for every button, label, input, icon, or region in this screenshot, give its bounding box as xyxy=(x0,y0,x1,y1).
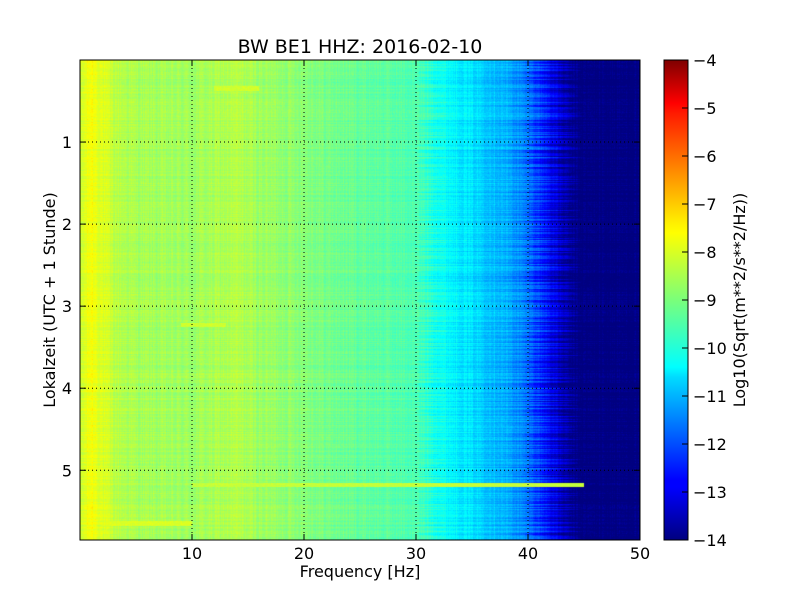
x-tick-label: 40 xyxy=(518,544,538,563)
colorbar-title: Log10(Sqrt(m**2/s**2/Hz)) xyxy=(730,193,749,408)
x-tick-label: 30 xyxy=(406,544,426,563)
colorbar-tick-label: −13 xyxy=(693,483,727,502)
colorbar-tick-label: −7 xyxy=(693,195,717,214)
y-tick-label: 1 xyxy=(62,133,72,152)
spectrogram-heatmap xyxy=(80,60,640,540)
y-axis-title: Lokalzeit (UTC + 1 Stunde) xyxy=(40,192,59,407)
grid-lines xyxy=(80,60,640,540)
y-tick-label: 5 xyxy=(62,461,72,480)
y-tick-label: 2 xyxy=(62,215,72,234)
plot-area: 10 20 30 40 50 1 2 3 4 5 xyxy=(62,59,650,563)
plot-frame xyxy=(79,59,641,541)
y-tick-label: 3 xyxy=(62,297,72,316)
x-tick-label: 10 xyxy=(182,544,202,563)
x-tick-label: 20 xyxy=(294,544,314,563)
colorbar: −4 −5 −6 −7 −8 −9 −10 −11 −12 −13 −14 Log10(Sqrt(m… xyxy=(663,51,749,550)
y-tick-label: 4 xyxy=(62,379,72,398)
colorbar-tick-label: −11 xyxy=(693,387,727,406)
colorbar-tick-label: −5 xyxy=(693,99,717,118)
colorbar-tick-label: −8 xyxy=(693,243,717,262)
colorbar-tick-label: −14 xyxy=(693,531,727,550)
x-tick-label: 50 xyxy=(630,544,650,563)
colorbar-tick-label: −9 xyxy=(693,291,717,310)
x-axis: 10 20 30 40 50 xyxy=(182,60,650,563)
colorbar-tick-label: −4 xyxy=(693,51,717,70)
chart-title: BW BE1 HHZ: 2016-02-10 xyxy=(238,36,483,58)
colorbar-tick-label: −10 xyxy=(693,339,727,358)
x-axis-title: Frequency [Hz] xyxy=(300,562,421,581)
colorbar-tick-label: −6 xyxy=(693,147,717,166)
y-axis: 1 2 3 4 5 xyxy=(62,133,640,480)
colorbar-ticks: −4 −5 −6 −7 −8 −9 −10 −11 −12 −13 −14 xyxy=(682,51,727,550)
colorbar-tick-label: −12 xyxy=(693,435,727,454)
